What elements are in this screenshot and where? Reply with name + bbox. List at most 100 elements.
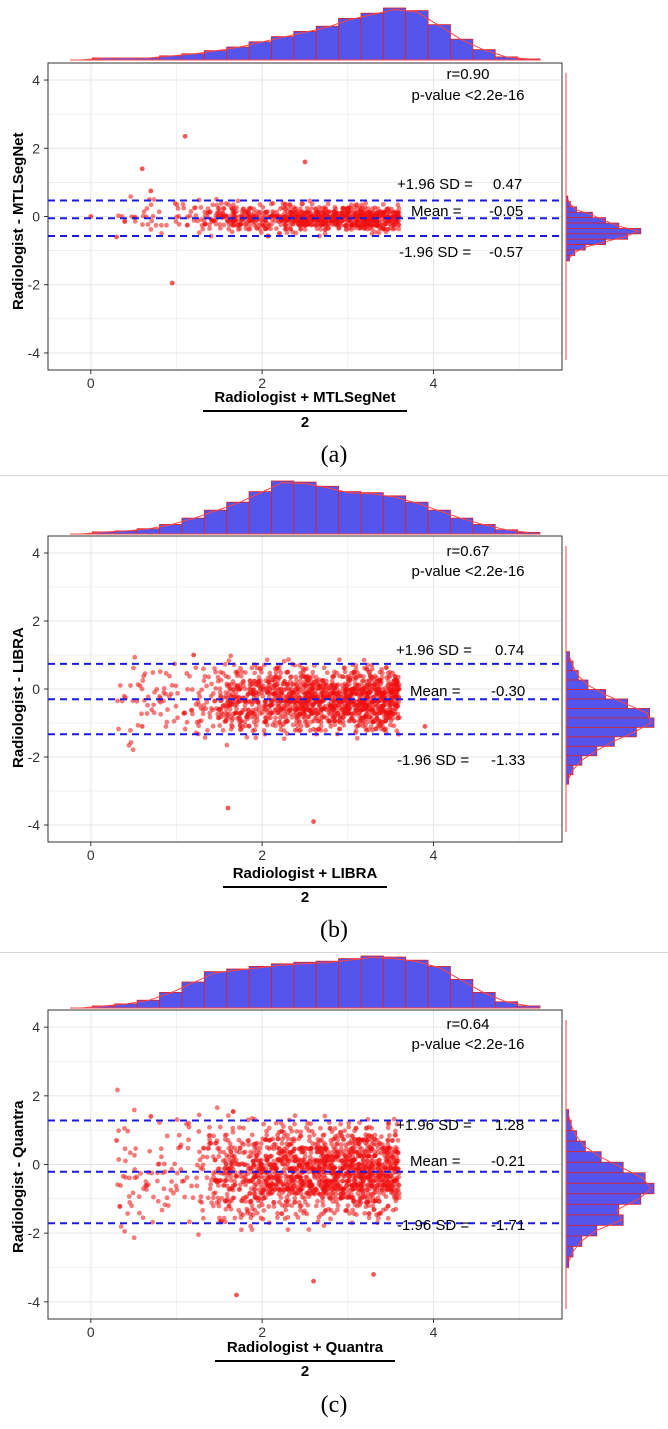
- data-point: [366, 1211, 372, 1217]
- data-point: [149, 218, 155, 224]
- data-point: [336, 702, 342, 708]
- data-point: [211, 218, 217, 224]
- data-point: [271, 1199, 277, 1205]
- data-point: [258, 230, 264, 235]
- p-value: p-value <2.2e-16: [411, 563, 525, 580]
- panel-b: 4 2 0 -2 -4 0 2 4 r=0.67 p-value <2.2e-16 +1.96…: [0, 476, 668, 952]
- data-point: [388, 225, 394, 231]
- data-point: [347, 677, 353, 683]
- histogram-bar: [565, 206, 577, 213]
- data-point: [117, 1203, 123, 1209]
- data-point: [187, 673, 192, 679]
- data-point: [128, 683, 133, 688]
- data-point: [241, 679, 247, 684]
- data-point: [259, 213, 265, 219]
- data-point: [367, 673, 373, 679]
- data-point: [189, 687, 195, 692]
- y-tick-label: 0: [32, 209, 40, 225]
- data-point: [333, 1191, 339, 1197]
- x-tick-label: 2: [258, 847, 266, 863]
- data-point: [283, 1207, 289, 1213]
- data-point: [310, 1141, 316, 1146]
- data-point: [375, 1145, 381, 1151]
- data-point: [210, 707, 216, 713]
- data-point: [235, 226, 241, 232]
- data-point: [354, 1203, 360, 1209]
- data-point: [327, 1125, 333, 1131]
- top-histogram: [70, 7, 541, 61]
- x-tick-label: 0: [87, 375, 95, 391]
- data-point: [343, 1179, 349, 1185]
- data-point: [346, 718, 352, 724]
- data-point: [196, 690, 202, 696]
- data-point: [195, 699, 201, 704]
- data-point: [294, 682, 300, 688]
- data-point: [385, 1215, 391, 1221]
- data-point: [339, 210, 345, 216]
- histogram-bar: [565, 1182, 655, 1195]
- data-point: [254, 1153, 260, 1158]
- data-point: [328, 687, 333, 693]
- data-point: [239, 1140, 245, 1146]
- data-point: [257, 202, 263, 207]
- data-point: [221, 1215, 227, 1221]
- data-point: [263, 1195, 268, 1200]
- data-point: [349, 202, 354, 208]
- data-point: [394, 219, 400, 224]
- data-point: [279, 1153, 284, 1159]
- panel-c: 4 2 0 -2 -4 0 2 4 r=0.64 p-value <2.2e-16 +1.96…: [0, 953, 668, 1429]
- data-point: [230, 699, 236, 705]
- data-point: [267, 1162, 273, 1168]
- data-point: [242, 1199, 248, 1204]
- data-point: [145, 222, 151, 227]
- data-point: [137, 1210, 142, 1216]
- data-point: [279, 1128, 285, 1134]
- data-point: [249, 1132, 255, 1138]
- data-point: [204, 683, 209, 689]
- histogram-bar: [427, 965, 451, 1009]
- data-point: [246, 1142, 251, 1147]
- data-point: [298, 678, 303, 684]
- data-point: [341, 722, 347, 728]
- right-histogram: [565, 73, 642, 360]
- data-point: [253, 735, 259, 741]
- lower-loa-value: -0.57: [489, 244, 524, 261]
- data-point: [287, 703, 293, 709]
- data-point: [182, 1194, 188, 1200]
- caption: (b): [320, 917, 348, 943]
- data-point: [384, 675, 389, 681]
- data-point: [276, 1158, 282, 1164]
- data-point: [189, 707, 194, 713]
- histogram-bar: [271, 36, 295, 61]
- data-point: [325, 1149, 331, 1155]
- upper-loa-label: +1.96 SD =: [396, 1117, 472, 1134]
- data-point: [336, 225, 342, 231]
- y-axis-label: Radiologist - MTLSegNet: [10, 132, 27, 311]
- data-point: [238, 718, 244, 724]
- data-point: [263, 226, 269, 232]
- data-point: [344, 674, 350, 680]
- data-point: [181, 710, 187, 716]
- data-point: [380, 222, 385, 228]
- data-point: [122, 1146, 128, 1152]
- data-point: [254, 1145, 260, 1150]
- data-point: [125, 1128, 131, 1134]
- data-point: [169, 682, 175, 688]
- data-point: [299, 706, 305, 712]
- data-point: [204, 1175, 210, 1181]
- data-point: [357, 714, 363, 720]
- data-point: [216, 1203, 222, 1209]
- data-point: [296, 221, 301, 227]
- data-point: [180, 201, 186, 207]
- histogram-bar: [338, 958, 362, 1009]
- histogram-bar: [450, 38, 474, 61]
- data-point: [362, 1210, 368, 1216]
- data-point: [264, 1144, 270, 1150]
- data-point: [298, 711, 303, 717]
- data-point: [313, 674, 319, 680]
- data-point: [383, 718, 388, 724]
- data-point: [244, 209, 250, 215]
- data-point: [332, 669, 337, 675]
- data-point: [238, 1227, 244, 1233]
- data-point: [268, 674, 274, 680]
